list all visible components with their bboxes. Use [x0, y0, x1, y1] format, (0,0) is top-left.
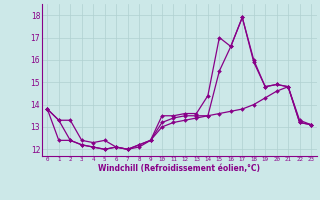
X-axis label: Windchill (Refroidissement éolien,°C): Windchill (Refroidissement éolien,°C) [98, 164, 260, 173]
